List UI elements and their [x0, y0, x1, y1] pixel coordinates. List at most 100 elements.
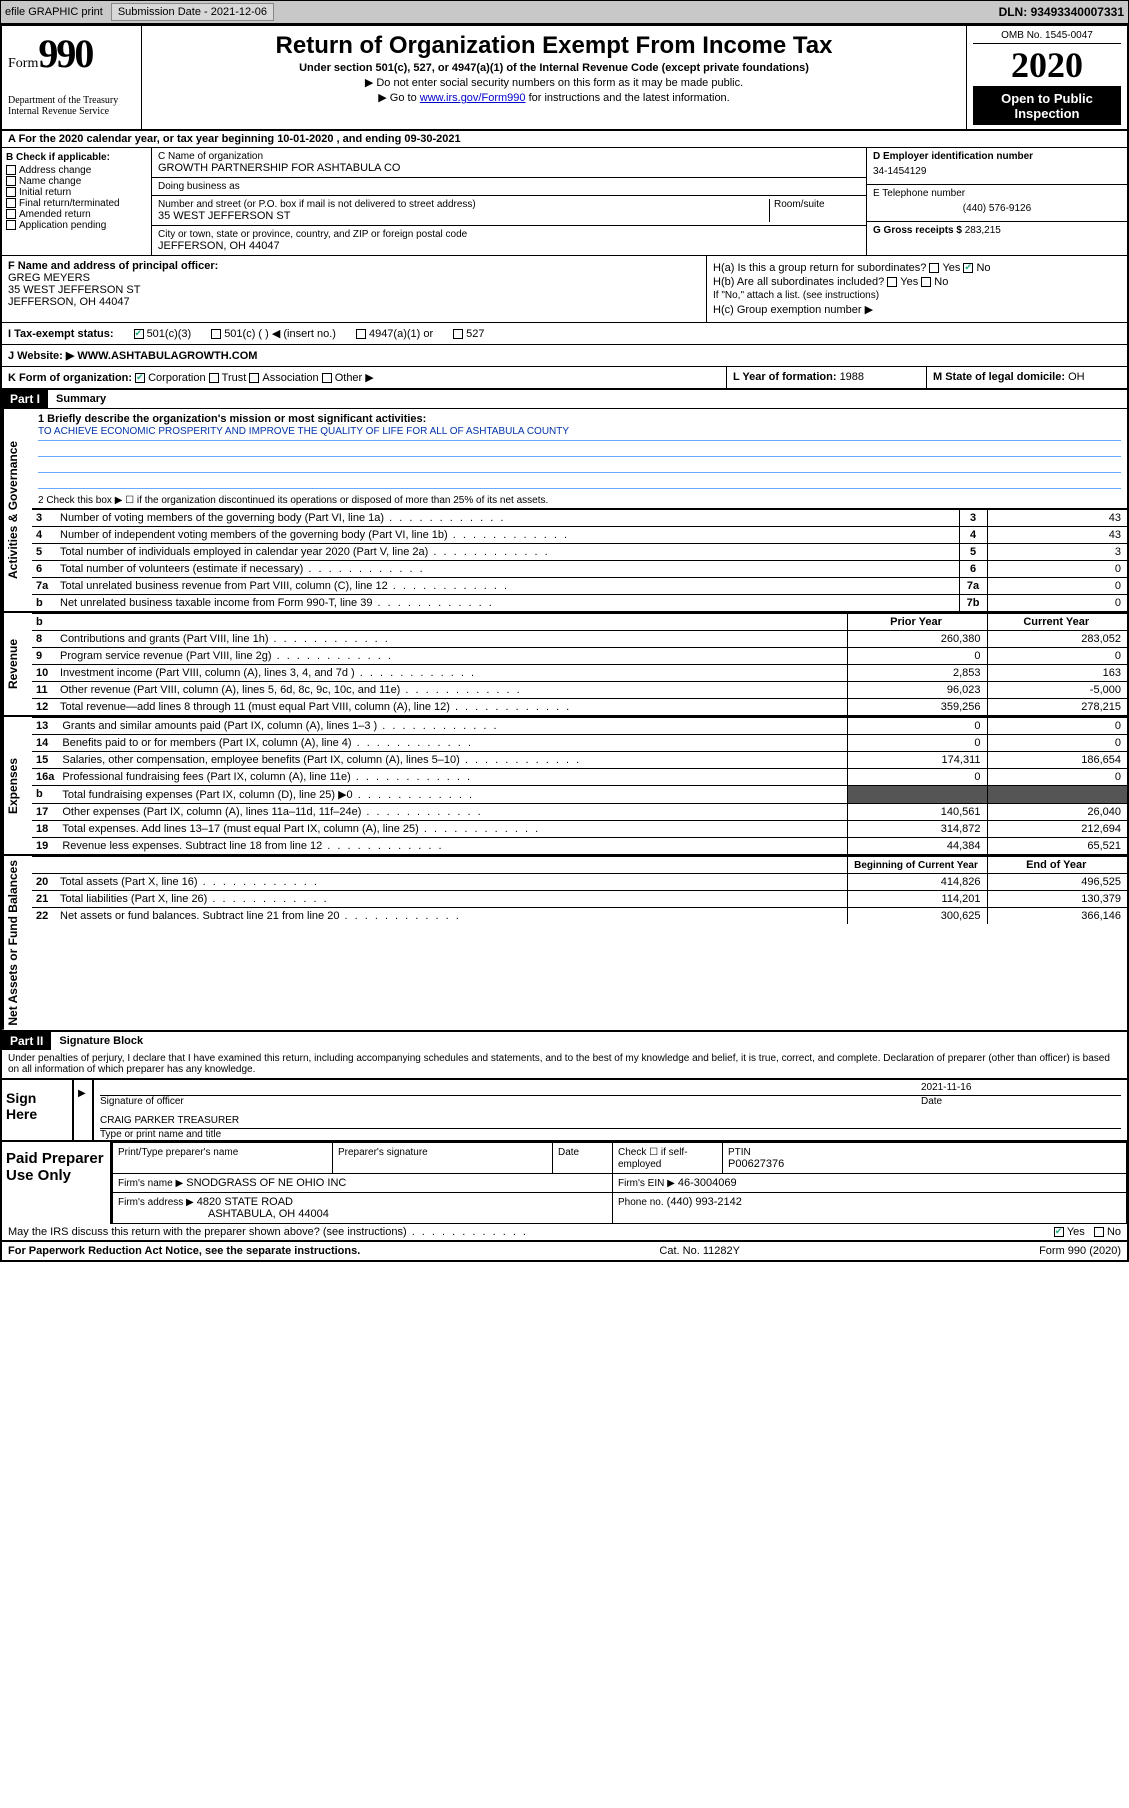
- row-j: J Website: ▶ WWW.ASHTABULAGROWTH.COM: [2, 344, 1127, 366]
- self-emp-chk[interactable]: Check ☐ if self-employed: [618, 1147, 688, 1170]
- na-header: Beginning of Current YearEnd of Year: [32, 856, 1127, 873]
- prior-year-hdr: Prior Year: [847, 614, 987, 631]
- top-toolbar: efile GRAPHIC print Submission Date - 20…: [0, 0, 1129, 24]
- chk-4947[interactable]: 4947(a)(1) or: [356, 328, 433, 340]
- chk-501c3[interactable]: 501(c)(3): [134, 328, 192, 340]
- form-title: Return of Organization Exempt From Incom…: [148, 32, 960, 60]
- paperwork-notice: For Paperwork Reduction Act Notice, see …: [8, 1245, 360, 1257]
- side-rev: Revenue: [2, 613, 32, 715]
- form-number-block: Form990 Department of the Treasury Inter…: [2, 26, 142, 129]
- col-f: F Name and address of principal officer:…: [2, 256, 707, 322]
- ha-yes[interactable]: [929, 263, 939, 273]
- chk-trust[interactable]: [209, 373, 219, 383]
- discuss-yes[interactable]: [1054, 1227, 1064, 1237]
- part2-bar: Part II: [2, 1032, 51, 1050]
- note-ssn: Do not enter social security numbers on …: [148, 76, 960, 89]
- activities-governance: Activities & Governance 1 Briefly descri…: [2, 408, 1127, 611]
- hb-no[interactable]: [921, 277, 931, 287]
- part2-title: Signature Block: [51, 1035, 143, 1047]
- firm-addr-lbl: Firm's address ▶: [118, 1197, 194, 1208]
- k-form-org: K Form of organization: Corporation Trus…: [2, 367, 727, 388]
- firm-ein-lbl: Firm's EIN ▶: [618, 1178, 675, 1189]
- ha-no[interactable]: [963, 263, 973, 273]
- ptin-lbl: PTIN: [728, 1147, 751, 1158]
- dba-label: Doing business as: [158, 181, 860, 192]
- submission-button[interactable]: Submission Date - 2021-12-06: [111, 3, 274, 21]
- exp-table: 13Grants and similar amounts paid (Part …: [32, 717, 1127, 854]
- form-subtitle: Under section 501(c), 527, or 4947(a)(1)…: [148, 62, 960, 74]
- footer: For Paperwork Reduction Act Notice, see …: [2, 1241, 1127, 1260]
- ha-label: H(a) Is this a group return for subordin…: [713, 262, 926, 274]
- room-label: Room/suite: [774, 199, 860, 210]
- part1-header: Part I Summary: [2, 388, 1127, 408]
- chk-final[interactable]: Final return/terminated: [6, 198, 147, 209]
- officer-addr2: JEFFERSON, OH 44047: [8, 296, 700, 308]
- chk-amended[interactable]: Amended return: [6, 209, 147, 220]
- chk-initial[interactable]: Initial return: [6, 187, 147, 198]
- firm-ein: 46-3004069: [678, 1177, 737, 1189]
- chk-other[interactable]: [322, 373, 332, 383]
- officer-addr1: 35 WEST JEFFERSON ST: [8, 284, 700, 296]
- expenses-section: Expenses 13Grants and similar amounts pa…: [2, 715, 1127, 854]
- firm-phone-lbl: Phone no.: [618, 1197, 664, 1208]
- sign-here-label: Sign Here: [2, 1080, 72, 1140]
- chk-assoc[interactable]: [249, 373, 259, 383]
- chk-527[interactable]: 527: [453, 328, 484, 340]
- officer-name: GREG MEYERS: [8, 272, 700, 284]
- omb-number: OMB No. 1545-0047: [973, 30, 1121, 44]
- part1-bar: Part I: [2, 390, 48, 408]
- hb-note: If "No," attach a list. (see instruction…: [713, 290, 1121, 301]
- dln: DLN: 93493340007331: [999, 5, 1124, 19]
- chk-501c[interactable]: 501(c) ( ) ◀ (insert no.): [211, 327, 336, 340]
- chk-corp[interactable]: [135, 373, 145, 383]
- col-b-header: B Check if applicable:: [6, 152, 147, 163]
- firm-name: SNODGRASS OF NE OHIO INC: [186, 1177, 346, 1189]
- street-value: 35 WEST JEFFERSON ST: [158, 210, 765, 222]
- discuss-row: May the IRS discuss this return with the…: [2, 1224, 1127, 1241]
- side-ag: Activities & Governance: [2, 409, 32, 611]
- chk-name[interactable]: Name change: [6, 176, 147, 187]
- dept-label: Department of the Treasury: [8, 95, 135, 106]
- row-i: I Tax-exempt status: 501(c)(3) 501(c) ( …: [2, 322, 1127, 344]
- name-label: C Name of organization: [158, 151, 860, 162]
- form-header: Form990 Department of the Treasury Inter…: [2, 26, 1127, 131]
- col-c: C Name of organizationGROWTH PARTNERSHIP…: [152, 148, 867, 255]
- phone-value: (440) 576-9126: [873, 199, 1121, 218]
- perjury-text: Under penalties of perjury, I declare th…: [2, 1050, 1127, 1078]
- ag-table: 3Number of voting members of the governi…: [32, 509, 1127, 611]
- officer-label: F Name and address of principal officer:: [8, 260, 700, 272]
- note-link: Go to www.irs.gov/Form990 for instructio…: [148, 91, 960, 104]
- open-public-badge: Open to Public Inspection: [973, 87, 1121, 125]
- sign-arrow: [72, 1080, 94, 1140]
- discuss-label: May the IRS discuss this return with the…: [8, 1226, 528, 1238]
- efile-label: efile GRAPHIC print: [5, 6, 103, 18]
- chk-pending[interactable]: Application pending: [6, 220, 147, 231]
- signature-section: Sign Here Signature of officer 2021-11-1…: [2, 1078, 1127, 1140]
- line2: 2 Check this box ▶ ☐ if the organization…: [32, 493, 1127, 509]
- taxexempt-label: I Tax-exempt status:: [8, 328, 114, 340]
- ptin-val: P00627376: [728, 1158, 784, 1170]
- current-year-hdr: Current Year: [987, 614, 1127, 631]
- row-k: K Form of organization: Corporation Trus…: [2, 366, 1127, 388]
- hc-label: H(c) Group exemption number ▶: [713, 303, 1121, 316]
- hb-label: H(b) Are all subordinates included?: [713, 276, 884, 288]
- firm-addr1: 4820 STATE ROAD: [197, 1196, 293, 1208]
- line1-mission: 1 Briefly describe the organization's mi…: [32, 409, 1127, 493]
- instructions-link[interactable]: www.irs.gov/Form990: [420, 92, 526, 104]
- tax-year: 2020: [973, 44, 1121, 87]
- gross-value: 283,215: [965, 225, 1001, 236]
- ein-value: 34-1454129: [873, 162, 1121, 181]
- ein-label: D Employer identification number: [873, 151, 1121, 162]
- paid-table: Print/Type preparer's name Preparer's si…: [112, 1142, 1127, 1224]
- form-version: Form 990 (2020): [1039, 1245, 1121, 1257]
- sig-of-officer-lbl: Signature of officer: [100, 1096, 921, 1107]
- hb-yes[interactable]: [887, 277, 897, 287]
- sig-date: 2021-11-16: [921, 1080, 1121, 1096]
- rev-header: bPrior YearCurrent Year: [32, 613, 1127, 630]
- prep-date-hdr: Date: [558, 1147, 579, 1158]
- section-bcd: B Check if applicable: Address change Na…: [2, 148, 1127, 255]
- gross-label: G Gross receipts $: [873, 225, 965, 236]
- discuss-no[interactable]: [1094, 1227, 1104, 1237]
- paid-label: Paid Preparer Use Only: [2, 1142, 112, 1224]
- chk-address[interactable]: Address change: [6, 165, 147, 176]
